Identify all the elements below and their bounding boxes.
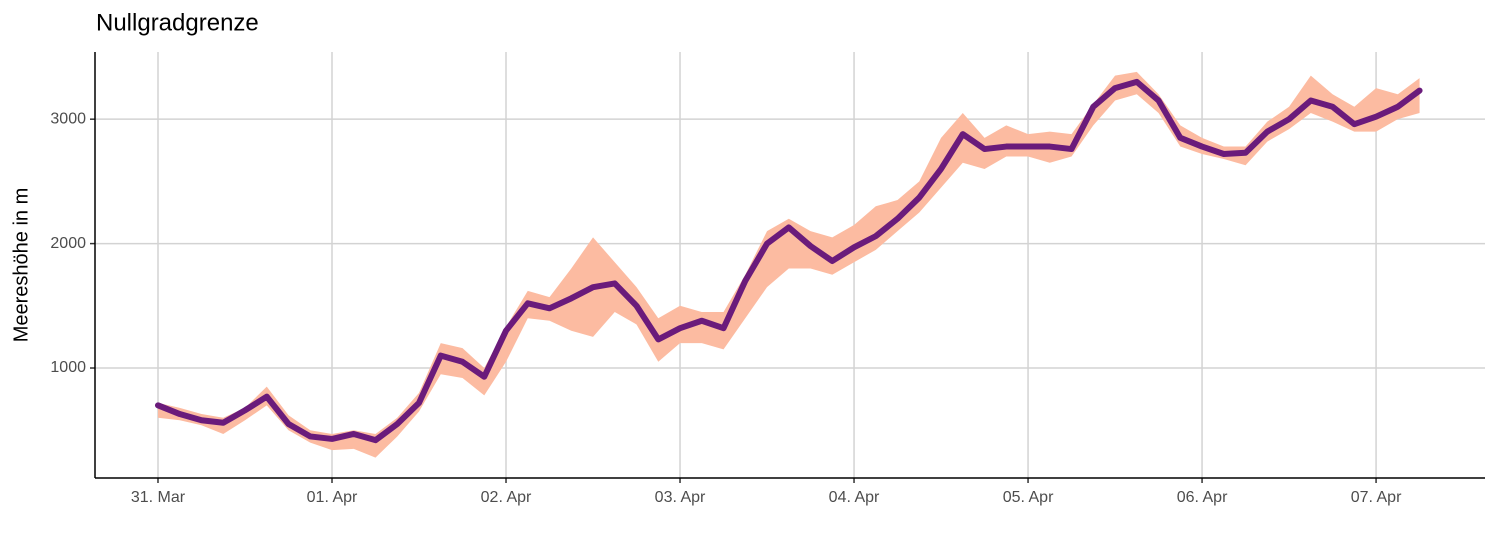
x-tick-label: 31. Mar [131,489,186,506]
x-tick-label: 05. Apr [1003,489,1054,506]
y-tick-label: 1000 [50,359,86,376]
y-tick-label: 2000 [50,235,86,252]
band [157,71,1420,458]
x-tick-label: 03. Apr [655,489,706,506]
x-tick-label: 01. Apr [307,489,358,506]
y-axis-label: Meereshöhe in m [10,188,32,343]
line [154,78,1423,444]
y-tick-label: 3000 [50,110,86,127]
x-tick-label: 04. Apr [829,489,880,506]
x-tick-label: 02. Apr [481,489,532,506]
x-tick-label: 07. Apr [1351,489,1402,506]
x-tick-label: 06. Apr [1177,489,1228,506]
chart-title: Nullgradgrenze [96,9,259,36]
